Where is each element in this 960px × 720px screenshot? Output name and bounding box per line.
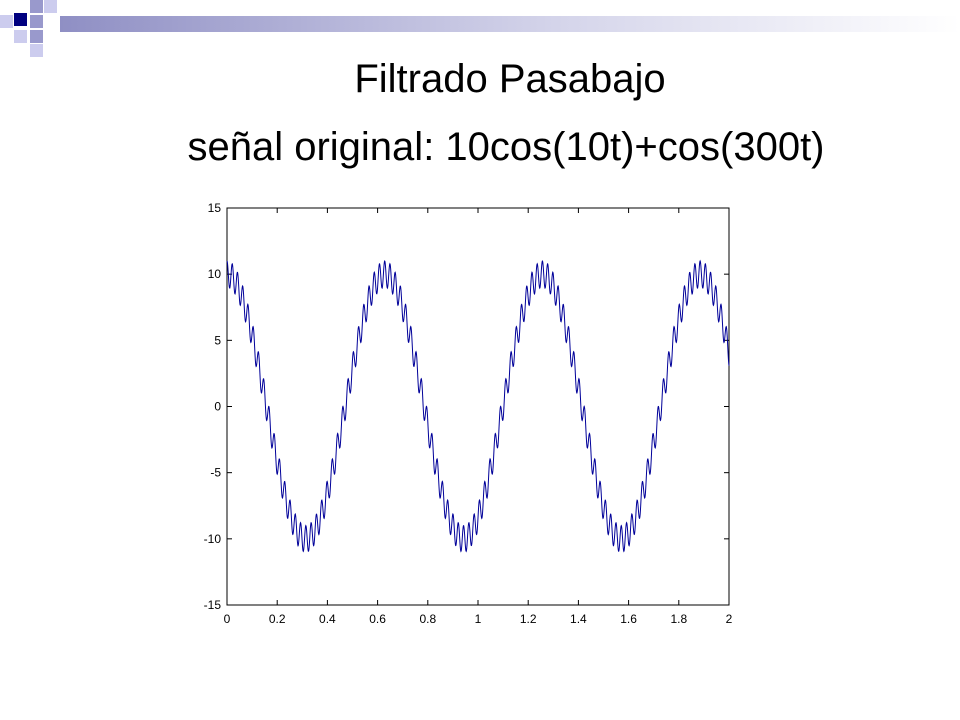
y-tick-label: 15 — [208, 201, 222, 215]
deco-square-lavender — [30, 15, 43, 28]
deco-square-navy — [14, 13, 27, 26]
x-tick-label: 1 — [475, 612, 482, 626]
series-line — [226, 259, 730, 553]
slide-title: Filtrado Pasabajo — [354, 57, 666, 101]
x-tick-label: 1.6 — [620, 612, 637, 626]
decorative-squares — [0, 0, 960, 57]
x-tick-label: 2 — [726, 612, 733, 626]
y-tick-label: -15 — [204, 598, 222, 612]
x-tick-label: 1.4 — [570, 612, 587, 626]
deco-square-light — [30, 44, 43, 57]
deco-square-light — [14, 30, 27, 43]
deco-square-light — [0, 15, 13, 28]
x-tick-label: 0.6 — [369, 612, 386, 626]
deco-square-lavender — [30, 30, 43, 43]
deco-square-lavender — [30, 0, 43, 13]
x-tick-label: 0.8 — [419, 612, 436, 626]
y-tick-label: 5 — [214, 333, 221, 347]
y-tick-label: 0 — [214, 400, 221, 414]
deco-square-light — [44, 0, 57, 13]
x-tick-label: 1.2 — [520, 612, 537, 626]
header-gradient-bar — [60, 16, 960, 32]
x-tick-label: 1.8 — [670, 612, 687, 626]
x-tick-label: 0 — [224, 612, 231, 626]
slide-subtitle: señal original: 10cos(10t)+cos(300t) — [187, 125, 825, 169]
x-tick-label: 0.4 — [319, 612, 336, 626]
y-tick-label: -10 — [204, 532, 222, 546]
y-tick-label: 10 — [208, 267, 222, 281]
x-tick-label: 0.2 — [269, 612, 286, 626]
y-tick-label: -5 — [210, 466, 221, 480]
